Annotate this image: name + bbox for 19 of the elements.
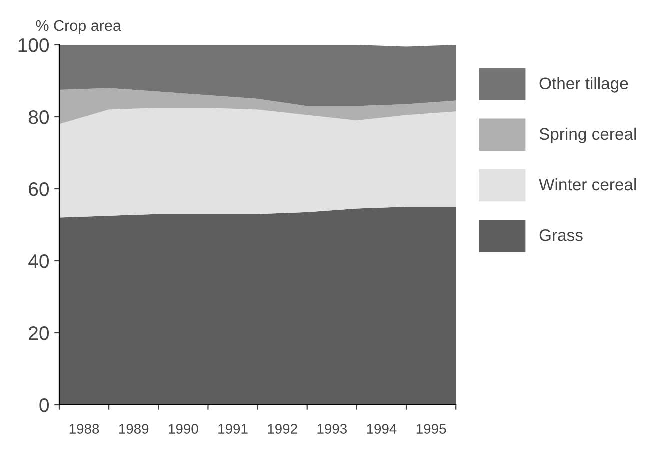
x-tick-label: 1989 [119,424,149,434]
y-tick-label: 20 [29,326,50,340]
x-tick-label: 1988 [70,424,100,434]
x-tick-label: 1993 [318,424,347,434]
x-tick-label: 1992 [268,424,298,434]
x-tick-label: 1994 [367,424,397,434]
legend-label: Other tillage [540,77,628,93]
y-tick-label: 40 [28,254,50,268]
y-tick-label: 0 [40,398,50,412]
y-tick-label: 60 [29,182,50,196]
legend-label: Spring cereal [540,128,636,144]
y-tick-label: 100 [18,38,50,52]
y-tick-label: 80 [28,110,50,124]
x-tick-label: 1990 [169,424,198,434]
x-tick-label: 1991 [218,424,248,434]
x-tick-label: 1995 [416,424,446,434]
legend-label: Winter cereal [539,178,636,191]
y-axis-title: % Crop area [36,20,122,34]
legend-label: Grass [540,229,583,242]
